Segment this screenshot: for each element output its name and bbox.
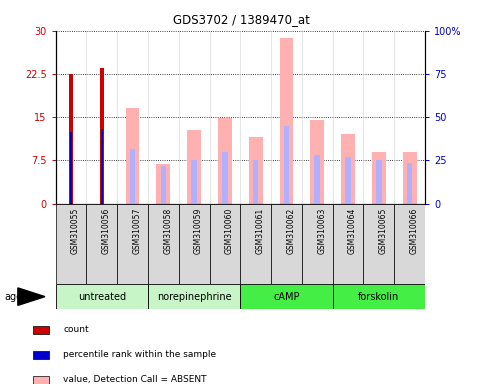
Text: cAMP: cAMP: [273, 291, 300, 302]
Bar: [33, 376, 49, 384]
Bar: [280, 38, 293, 204]
Bar: [302, 204, 333, 284]
Bar: [126, 109, 140, 204]
Text: GSM310057: GSM310057: [132, 208, 142, 254]
Bar: [341, 134, 355, 204]
Bar: [148, 204, 179, 284]
Text: percentile rank within the sample: percentile rank within the sample: [63, 350, 216, 359]
Bar: [364, 204, 394, 284]
Text: GSM310059: GSM310059: [194, 208, 203, 254]
Bar: [253, 161, 258, 204]
Bar: [148, 284, 241, 309]
Bar: [187, 130, 201, 204]
Bar: [130, 149, 135, 204]
Bar: [156, 164, 170, 204]
Text: agent: agent: [5, 291, 33, 302]
Text: GDS3702 / 1389470_at: GDS3702 / 1389470_at: [173, 13, 310, 26]
Bar: [372, 152, 386, 204]
Bar: [222, 152, 227, 204]
Bar: [33, 326, 49, 334]
Bar: [117, 204, 148, 284]
Bar: [56, 284, 148, 309]
Bar: [240, 284, 333, 309]
Bar: [70, 131, 72, 204]
Bar: [345, 157, 351, 204]
Bar: [191, 161, 197, 204]
Bar: [240, 204, 271, 284]
Bar: [218, 118, 232, 204]
Bar: [394, 204, 425, 284]
Bar: [333, 284, 425, 309]
Bar: [69, 74, 73, 204]
Text: forskolin: forskolin: [358, 291, 399, 302]
Text: norepinephrine: norepinephrine: [157, 291, 231, 302]
Bar: [101, 129, 103, 204]
Text: GSM310066: GSM310066: [410, 208, 419, 254]
Bar: [314, 155, 320, 204]
Bar: [33, 351, 49, 359]
Bar: [284, 126, 289, 204]
Text: GSM310062: GSM310062: [286, 208, 296, 254]
Polygon shape: [18, 288, 45, 305]
Text: GSM310065: GSM310065: [379, 208, 388, 254]
Bar: [333, 204, 364, 284]
Text: GSM310061: GSM310061: [256, 208, 265, 254]
Text: GSM310060: GSM310060: [225, 208, 234, 254]
Bar: [271, 204, 302, 284]
Bar: [407, 163, 412, 204]
Text: count: count: [63, 325, 89, 334]
Bar: [179, 204, 210, 284]
Bar: [403, 152, 416, 204]
Bar: [249, 137, 263, 204]
Bar: [376, 161, 382, 204]
Text: value, Detection Call = ABSENT: value, Detection Call = ABSENT: [63, 375, 207, 384]
Text: untreated: untreated: [78, 291, 126, 302]
Bar: [210, 204, 240, 284]
Text: GSM310064: GSM310064: [348, 208, 357, 254]
Text: GSM310056: GSM310056: [102, 208, 111, 254]
Text: GSM310058: GSM310058: [163, 208, 172, 254]
Text: GSM310063: GSM310063: [317, 208, 327, 254]
Bar: [160, 166, 166, 204]
Bar: [311, 120, 324, 204]
Bar: [56, 204, 86, 284]
Text: GSM310055: GSM310055: [71, 208, 80, 254]
Bar: [100, 68, 103, 204]
Bar: [86, 204, 117, 284]
